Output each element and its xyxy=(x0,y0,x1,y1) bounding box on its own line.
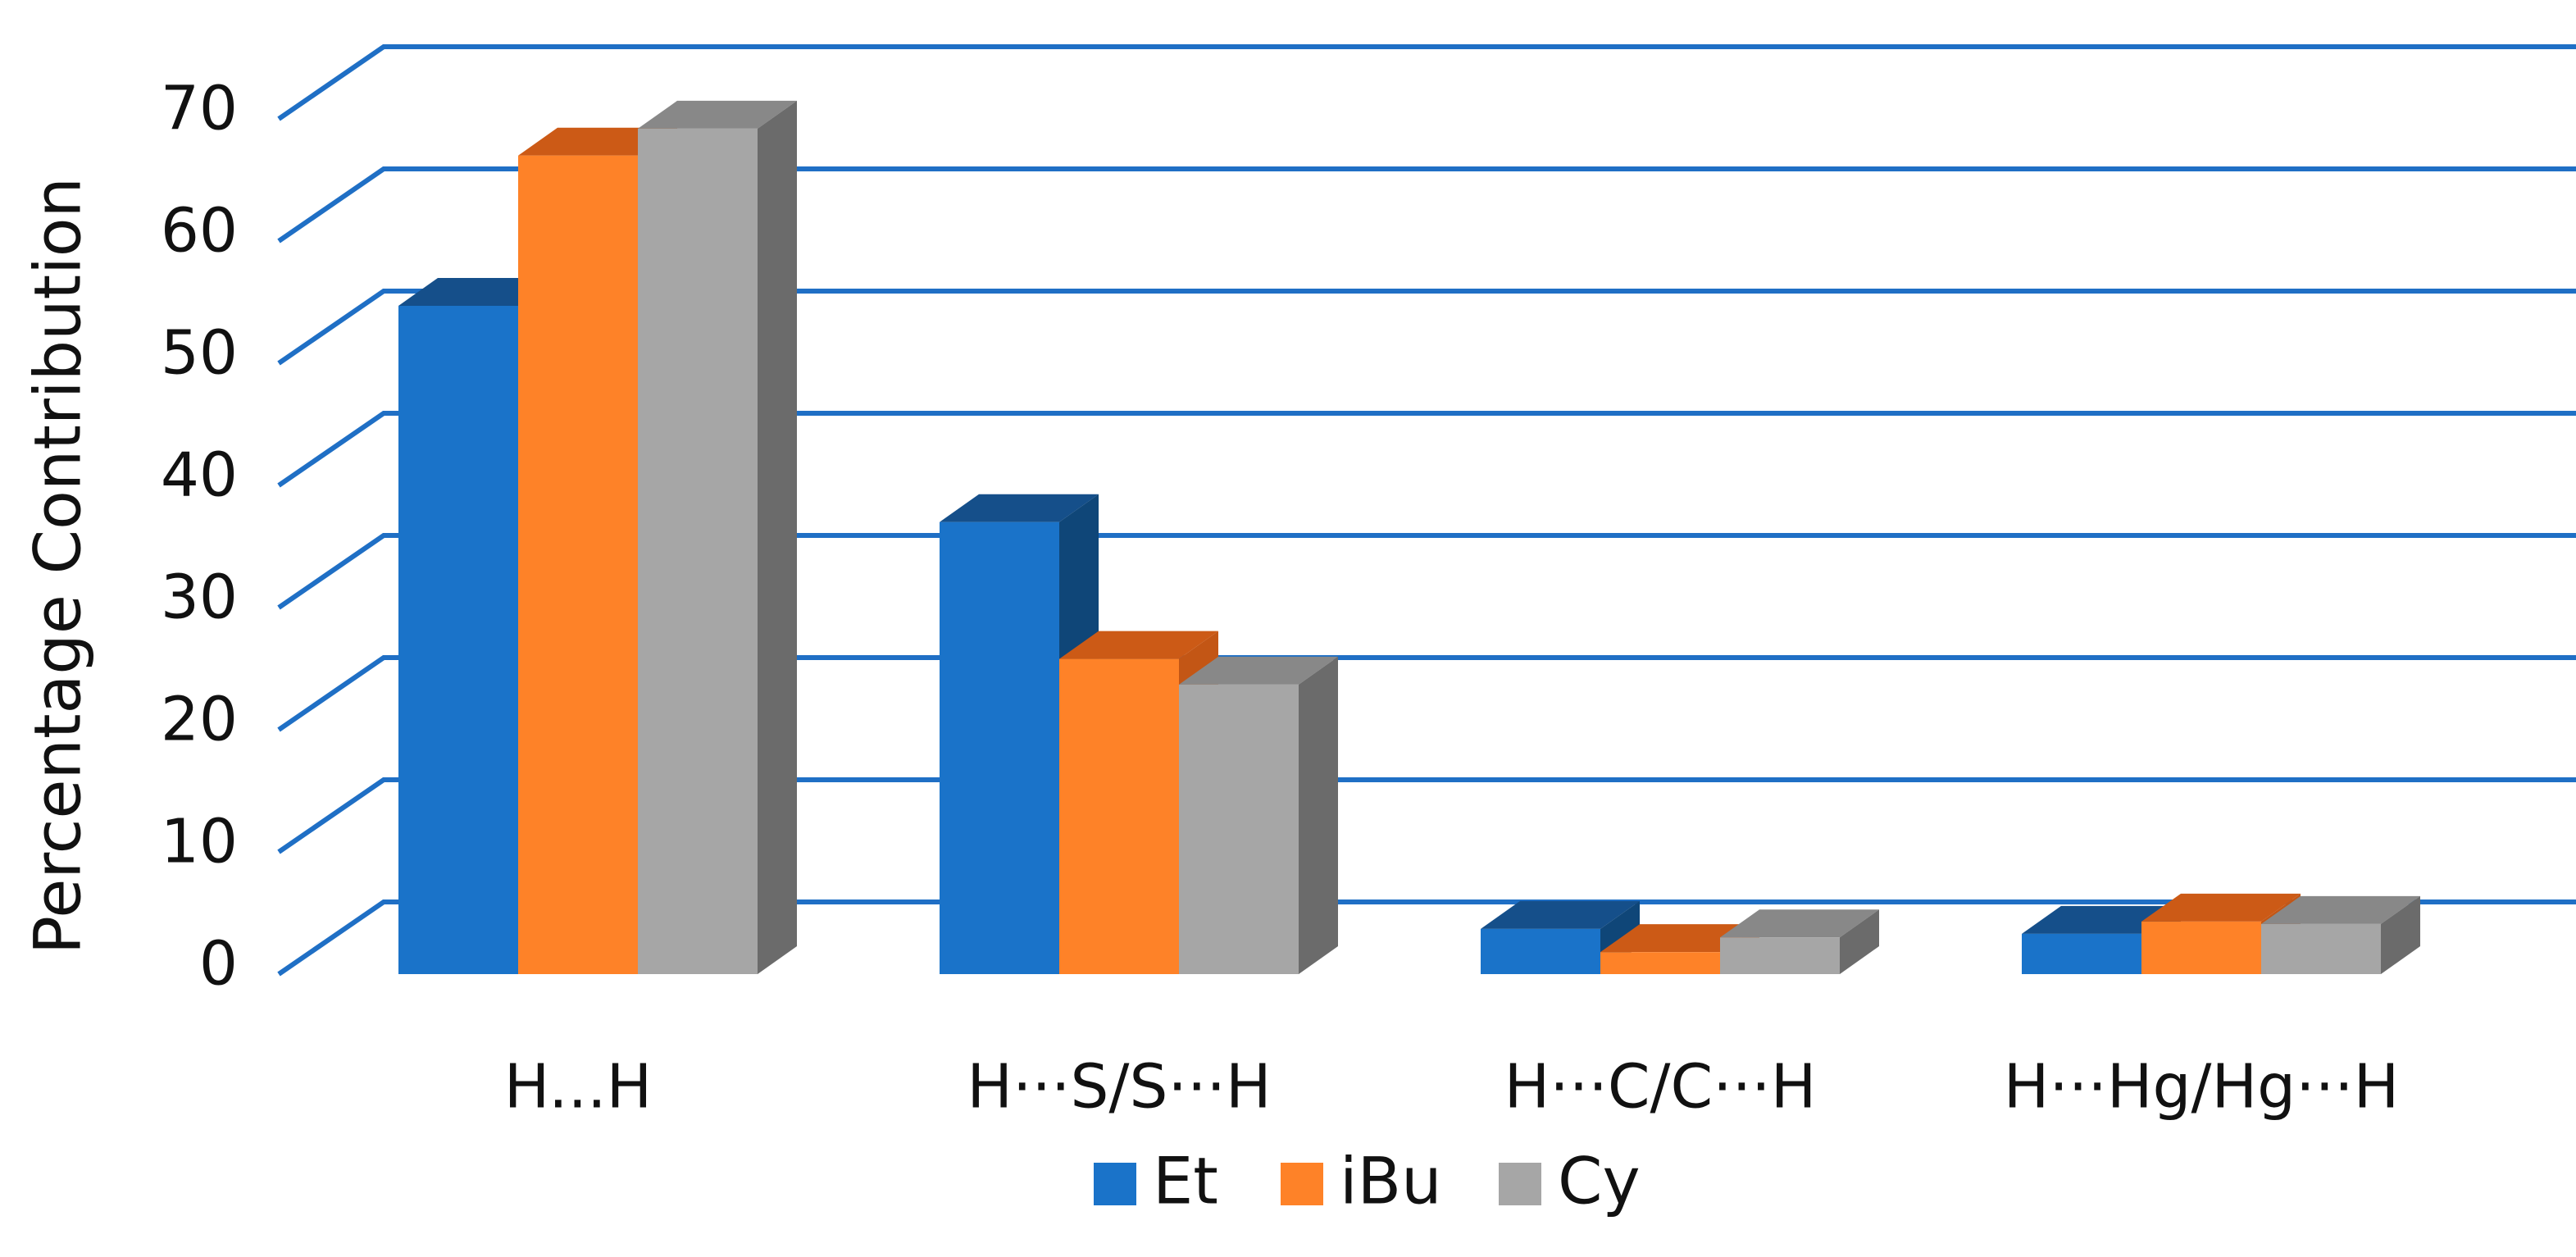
legend: Et iBu Cy xyxy=(1094,1145,1641,1218)
bar-cy xyxy=(2261,895,2420,974)
bar-top-face xyxy=(940,494,1099,522)
bar-cy xyxy=(638,100,797,974)
y-tick-label: 0 xyxy=(199,929,238,1000)
bar-top-face xyxy=(2261,895,2420,924)
x-category-label: H···C/C···H xyxy=(1504,1052,1817,1123)
bar-side-face xyxy=(2381,895,2420,974)
bar-front-face xyxy=(940,521,1059,974)
bar-top-face xyxy=(1059,631,1218,659)
y-tick-labels: 0 10 20 30 40 50 60 70 xyxy=(161,74,238,1000)
legend-swatch xyxy=(1499,1163,1541,1205)
bar-front-face xyxy=(1720,937,1840,974)
y-axis-title: Percentage Contribution xyxy=(21,177,95,954)
bar-front-face xyxy=(1059,658,1179,974)
y-tick-label: 40 xyxy=(161,440,238,511)
x-category-label: H...H xyxy=(504,1052,653,1123)
bar-front-face xyxy=(518,155,638,974)
bar-front-face xyxy=(638,128,758,974)
bar-side-face xyxy=(1299,656,1338,974)
bars xyxy=(398,100,2420,975)
bar-top-face xyxy=(518,127,677,156)
bar-top-face xyxy=(638,100,797,129)
gridline xyxy=(277,533,2576,610)
y-tick-label: 70 xyxy=(161,74,238,144)
grid-layer xyxy=(277,44,2576,977)
gridline xyxy=(277,899,2576,977)
gridline xyxy=(277,289,2576,366)
y-tick-label: 20 xyxy=(161,685,238,755)
bar-top-face xyxy=(1720,909,1879,938)
bar-front-face xyxy=(2141,921,2261,974)
y-tick-label: 50 xyxy=(161,318,238,389)
bar-top-face xyxy=(1481,900,1640,929)
legend-label: Et xyxy=(1153,1145,1218,1218)
x-category-label: H···S/S···H xyxy=(967,1052,1271,1123)
bar-side-face xyxy=(1840,909,1879,974)
gridline xyxy=(277,44,2576,121)
x-category-labels: H...H H···S/S···H H···C/C···H H···Hg/Hg···H xyxy=(504,1052,2400,1123)
gridline xyxy=(277,166,2576,244)
bar-front-face xyxy=(398,305,518,975)
legend-swatch xyxy=(1281,1163,1323,1205)
bar-top-face xyxy=(2141,893,2301,922)
y-tick-label: 10 xyxy=(161,807,238,877)
bar-front-face xyxy=(2261,923,2381,974)
bar-cy xyxy=(1179,656,1338,974)
bar-top-face xyxy=(1179,656,1338,685)
bar-cy xyxy=(1720,909,1879,974)
legend-swatch xyxy=(1094,1163,1136,1205)
y-tick-label: 30 xyxy=(161,562,238,633)
legend-label: Cy xyxy=(1558,1145,1641,1218)
y-tick-label: 60 xyxy=(161,196,238,266)
bar-top-face xyxy=(1600,924,1759,953)
bar-side-face xyxy=(758,100,797,974)
gridline xyxy=(277,655,2576,732)
bar-et xyxy=(1481,900,1640,974)
gridline xyxy=(277,411,2576,488)
bar-front-face xyxy=(1481,928,1600,974)
bar-top-face xyxy=(2022,905,2181,934)
legend-label: iBu xyxy=(1340,1145,1442,1218)
bar-top-face xyxy=(398,277,558,306)
bar-front-face xyxy=(1179,684,1299,974)
x-category-label: H···Hg/Hg···H xyxy=(2004,1052,2400,1123)
bar-front-face xyxy=(2022,933,2141,974)
bar-front-face xyxy=(1600,952,1720,974)
gridline xyxy=(277,777,2576,854)
